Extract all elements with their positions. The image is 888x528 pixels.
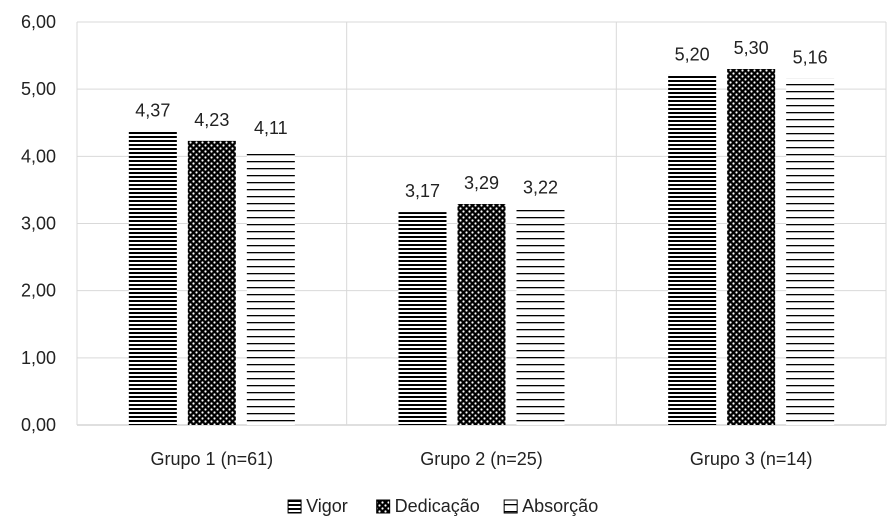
data-label: 4,23 <box>194 110 229 130</box>
x-category-label: Grupo 2 (n=25) <box>420 449 543 469</box>
bar-dedicacao <box>187 140 236 425</box>
y-tick-label: 2,00 <box>21 281 56 301</box>
bar-vigor <box>398 212 447 425</box>
x-category-label: Grupo 3 (n=14) <box>690 449 813 469</box>
data-label: 3,29 <box>464 173 499 193</box>
data-label: 4,11 <box>254 118 288 138</box>
data-label: 4,37 <box>135 100 170 120</box>
legend-label: Vigor <box>306 496 348 516</box>
y-tick-label: 4,00 <box>21 146 56 166</box>
data-label: 3,17 <box>405 181 440 201</box>
legend-swatch <box>287 499 302 514</box>
data-label: 5,20 <box>675 45 710 65</box>
bar-absorcao <box>786 78 835 426</box>
bar-vigor <box>128 131 177 425</box>
bars-layer <box>128 69 835 426</box>
y-tick-label: 0,00 <box>21 415 56 435</box>
y-tick-label: 3,00 <box>21 214 56 234</box>
data-label: 3,22 <box>523 178 558 198</box>
bar-vigor <box>668 75 717 425</box>
bar-dedicacao <box>457 204 506 425</box>
y-tick-label: 1,00 <box>21 348 56 368</box>
bar-dedicacao <box>727 69 776 426</box>
y-tick-label: 6,00 <box>21 12 56 32</box>
data-label: 5,30 <box>734 38 769 58</box>
legend-label: Dedicação <box>395 496 480 516</box>
bar-absorcao <box>516 208 565 425</box>
grid-layer: 0,00 1,00 2,00 3,00 4,00 5,00 6,00 <box>21 12 887 435</box>
legend-swatch <box>376 499 391 514</box>
x-category-label: Grupo 1 (n=61) <box>151 449 274 469</box>
legend-swatch <box>503 499 518 514</box>
bar-absorcao <box>246 148 295 425</box>
legend-label: Absorção <box>522 496 598 516</box>
legend: Vigor Dedicação Absorção <box>287 496 598 516</box>
data-label: 5,16 <box>793 47 828 67</box>
y-tick-label: 5,00 <box>21 79 56 99</box>
labels-layer: 4,37 4,23 4,11 Grupo 1 (n=61) 3,17 3,29 3,22 Gr… <box>135 38 827 469</box>
